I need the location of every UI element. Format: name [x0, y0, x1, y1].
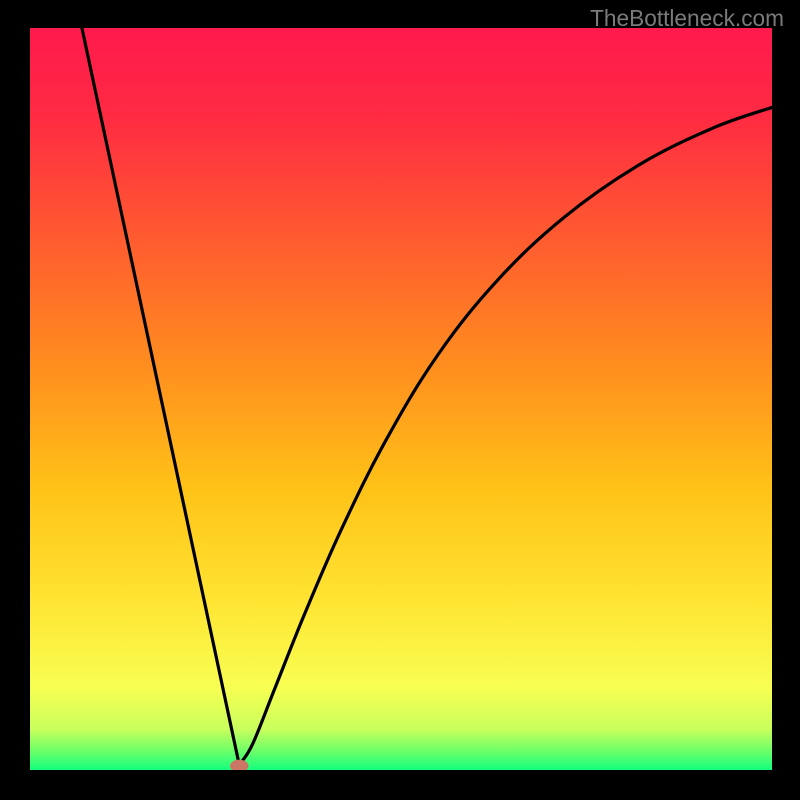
plot-area — [30, 28, 772, 770]
plot-svg — [30, 28, 772, 770]
plot-background — [30, 28, 772, 770]
chart-container: TheBottleneck.com — [0, 0, 800, 800]
watermark-text: TheBottleneck.com — [590, 5, 784, 32]
